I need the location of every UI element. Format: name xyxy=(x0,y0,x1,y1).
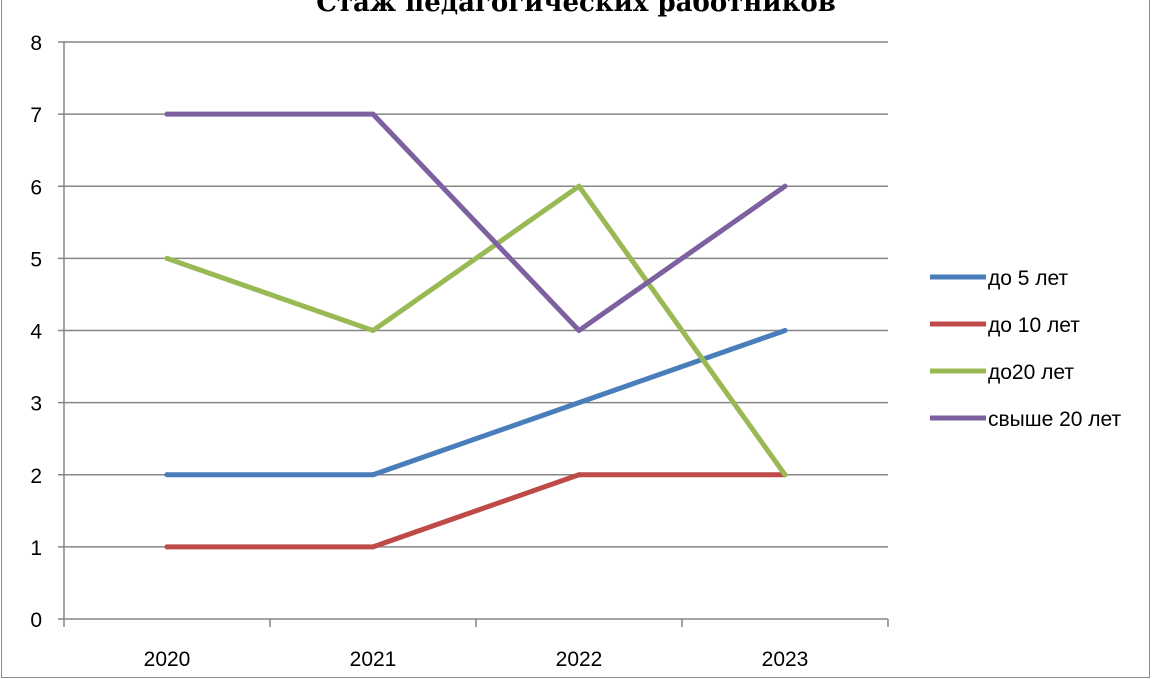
y-tick-label: 0 xyxy=(30,609,42,632)
data-point xyxy=(576,472,582,478)
series-line xyxy=(164,183,788,478)
legend-label: до 10 лет xyxy=(988,314,1080,337)
chart-title: Стаж педагогических работников xyxy=(316,0,836,18)
x-tick-label: 2022 xyxy=(556,648,603,671)
data-point xyxy=(576,328,582,333)
data-point xyxy=(164,255,170,261)
y-tick-label: 1 xyxy=(30,537,42,560)
data-point xyxy=(370,328,376,333)
y-tick-label: 6 xyxy=(30,176,42,199)
x-tick-label: 2020 xyxy=(144,648,191,671)
series-line xyxy=(164,472,788,550)
legend-label: свыше 20 лет xyxy=(988,408,1122,431)
series-line xyxy=(164,111,788,333)
y-tick-label: 3 xyxy=(30,393,42,416)
y-tick-label: 7 xyxy=(30,104,42,127)
legend-label: до 5 лет xyxy=(988,267,1069,290)
x-tick-label: 2021 xyxy=(350,648,397,671)
data-point xyxy=(782,328,788,333)
series-line xyxy=(164,328,788,478)
y-tick-label: 4 xyxy=(30,321,42,344)
x-tick-label: 2023 xyxy=(762,648,809,671)
data-point xyxy=(370,111,376,117)
data-point xyxy=(164,472,170,478)
data-point xyxy=(370,472,376,478)
data-point xyxy=(576,183,582,189)
y-tick-label: 8 xyxy=(30,32,42,55)
data-point xyxy=(164,544,170,550)
y-tick-label: 2 xyxy=(30,465,42,488)
data-point xyxy=(370,544,376,550)
data-point xyxy=(576,400,582,406)
legend-label: до20 лет xyxy=(988,361,1074,384)
y-tick-label: 5 xyxy=(30,248,42,271)
data-point xyxy=(782,183,788,189)
data-point xyxy=(164,111,170,117)
data-point xyxy=(782,472,788,478)
